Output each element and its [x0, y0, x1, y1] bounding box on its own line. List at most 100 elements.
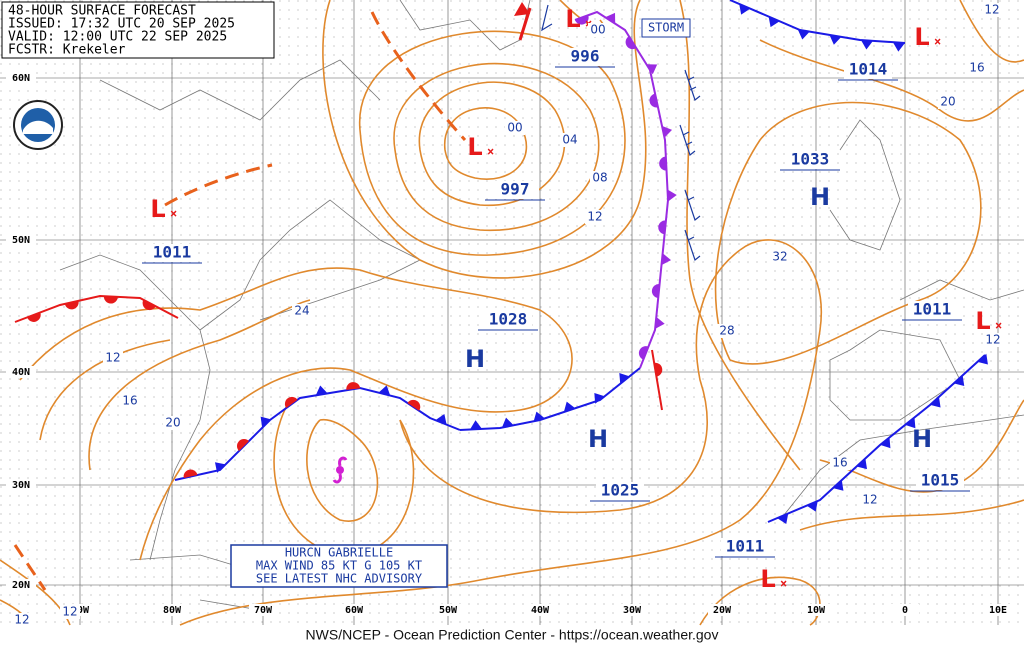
- front-triangle: [594, 392, 605, 404]
- front-triangle: [777, 513, 789, 525]
- coast: [59, 254, 211, 561]
- isobar-label: 00: [590, 23, 605, 37]
- high-symbol: H: [810, 183, 830, 211]
- stationary-front: [174, 386, 461, 481]
- lon-label: 10E: [989, 605, 1007, 616]
- front-semicircle: [654, 362, 663, 377]
- front-triangle: [953, 375, 965, 387]
- isobar-label-bg: [770, 250, 790, 264]
- lon-label: 40W: [531, 605, 550, 616]
- lon-label: 20W: [713, 605, 732, 616]
- coast: [829, 119, 901, 251]
- isobar-label-bg: [560, 133, 580, 147]
- lon-label-bg: [249, 604, 277, 616]
- lon-label-bg: [891, 604, 919, 616]
- front-triangle: [905, 417, 916, 429]
- front-semicircle: [142, 299, 156, 311]
- central-pressure: 1025: [601, 481, 640, 500]
- noaa-logo: [13, 100, 63, 150]
- labels: 60N 50N 40N 30N 20N 90W 80W 70W 60W 50W 40W 30W 20W 1…: [6, 3, 1012, 627]
- pressure-bg: [908, 301, 956, 319]
- front-triangle: [667, 189, 677, 202]
- front-triangle: [661, 253, 672, 266]
- lat-label-bg: [6, 234, 36, 246]
- front-triangle: [655, 316, 665, 329]
- low-symbol: L: [565, 5, 580, 33]
- pressure-bg: [786, 151, 834, 169]
- isobar-label: 08: [592, 171, 607, 185]
- isobar-label: 16: [122, 394, 137, 408]
- isobar-label-bg: [12, 613, 32, 627]
- low-center-mark: ×: [170, 207, 177, 221]
- isobar-label-bg: [860, 493, 880, 507]
- pressure-bg: [916, 472, 964, 490]
- lon-label-bg: [526, 604, 554, 616]
- low-symbol: L: [914, 23, 929, 51]
- front-semicircle: [649, 93, 658, 108]
- lat-label: 60N: [12, 73, 30, 84]
- isobar: [959, 0, 1024, 63]
- lat-label: 50N: [12, 235, 30, 246]
- lon-label: 60W: [345, 605, 364, 616]
- isobar: [399, 249, 741, 514]
- footer: NWS/NCEP - Ocean Prediction Center - htt…: [306, 627, 719, 643]
- lon-label: 10W: [807, 605, 826, 616]
- isobar-label: 12: [862, 493, 877, 507]
- lon-label-bg: [802, 604, 830, 616]
- front-semicircle: [27, 312, 41, 322]
- front-triangle: [619, 373, 630, 384]
- isobar-label-bg: [590, 171, 610, 185]
- front-triangle: [435, 414, 447, 425]
- storm-tag: STORM: [641, 18, 691, 38]
- front-triangle: [797, 29, 810, 40]
- lon-label: 50W: [439, 605, 458, 616]
- pressure-bg: [721, 538, 769, 556]
- front-triangle: [856, 458, 868, 470]
- front-semicircle: [659, 156, 667, 171]
- central-pressure: 1028: [489, 310, 528, 329]
- isobar-label-bg: [585, 210, 605, 224]
- lat-label-bg: [6, 579, 36, 591]
- front-semicircle: [638, 346, 649, 360]
- lon-label: 90W: [71, 605, 90, 616]
- front-semicircle: [64, 300, 79, 310]
- isobar-label: 12: [587, 210, 602, 224]
- lon-label: 80W: [163, 605, 182, 616]
- isobar-label: 28: [719, 324, 734, 338]
- isobar: [359, 30, 626, 256]
- low-center-mark: ×: [995, 319, 1002, 333]
- trough: [164, 163, 273, 207]
- high-symbol: H: [588, 425, 608, 453]
- low-symbol: L: [760, 565, 775, 593]
- lat-label: 20N: [12, 580, 30, 591]
- cold-front: [767, 354, 986, 523]
- front-semicircle: [103, 296, 118, 304]
- front-triangle: [768, 16, 780, 28]
- front-semicircle: [236, 439, 249, 451]
- lat-label: 30N: [12, 480, 30, 491]
- front-triangle: [892, 42, 905, 52]
- front-semicircle: [284, 396, 298, 409]
- pressure-bg: [148, 244, 196, 262]
- coast: [779, 414, 1024, 521]
- high-symbol: H: [912, 425, 932, 453]
- isobars: [0, 0, 1024, 626]
- isobar: [306, 418, 379, 522]
- isobar: [759, 39, 1024, 122]
- isobar: [179, 239, 823, 626]
- lon-label-bg: [618, 604, 646, 616]
- storm-text: STORM: [648, 21, 684, 35]
- isobar-label-bg: [60, 605, 80, 619]
- front-triangle: [806, 500, 818, 512]
- front-triangle: [214, 462, 226, 473]
- pressure-bg: [484, 311, 532, 329]
- high-symbol: H: [465, 345, 485, 373]
- header-line: 48-HOUR SURFACE FORECAST: [8, 4, 196, 19]
- isobar: [393, 62, 600, 231]
- header-line: FCSTR: Krekeler: [8, 43, 126, 58]
- hurricane-arm: [332, 456, 348, 484]
- pressure-bg: [844, 61, 892, 79]
- isobar-label: 04: [562, 133, 577, 147]
- lat-label-bg: [6, 479, 36, 491]
